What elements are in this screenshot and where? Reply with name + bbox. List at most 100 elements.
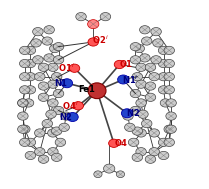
Ellipse shape: [25, 73, 36, 81]
Ellipse shape: [116, 171, 125, 178]
Ellipse shape: [25, 46, 36, 55]
Ellipse shape: [61, 79, 73, 88]
Ellipse shape: [33, 56, 43, 64]
Ellipse shape: [140, 26, 150, 34]
Ellipse shape: [153, 39, 163, 47]
Ellipse shape: [130, 56, 141, 64]
Ellipse shape: [61, 112, 71, 120]
Ellipse shape: [140, 54, 150, 62]
Ellipse shape: [151, 28, 161, 36]
Ellipse shape: [138, 110, 148, 118]
Ellipse shape: [88, 83, 106, 99]
Text: O4: O4: [114, 139, 127, 148]
Text: Fe1: Fe1: [78, 85, 95, 94]
Ellipse shape: [76, 12, 86, 21]
Ellipse shape: [128, 138, 139, 146]
Ellipse shape: [132, 73, 143, 81]
Ellipse shape: [149, 129, 159, 137]
Ellipse shape: [164, 86, 175, 94]
Ellipse shape: [73, 102, 83, 110]
Ellipse shape: [34, 73, 45, 81]
Ellipse shape: [136, 148, 146, 156]
Ellipse shape: [134, 44, 144, 53]
Ellipse shape: [19, 86, 30, 94]
Ellipse shape: [51, 73, 62, 81]
Ellipse shape: [130, 106, 141, 115]
Ellipse shape: [25, 138, 36, 146]
Ellipse shape: [48, 80, 58, 88]
Ellipse shape: [67, 112, 78, 122]
Ellipse shape: [151, 56, 161, 64]
Ellipse shape: [104, 164, 115, 173]
Ellipse shape: [88, 20, 99, 29]
Ellipse shape: [158, 151, 169, 160]
Ellipse shape: [44, 26, 54, 34]
Text: O4$^i$: O4$^i$: [62, 100, 79, 112]
Ellipse shape: [94, 171, 102, 178]
Ellipse shape: [121, 109, 133, 118]
Ellipse shape: [19, 125, 30, 133]
Ellipse shape: [34, 148, 45, 156]
Text: N1: N1: [54, 79, 67, 88]
Ellipse shape: [125, 123, 135, 132]
Ellipse shape: [158, 73, 169, 81]
Ellipse shape: [166, 125, 176, 133]
Ellipse shape: [145, 63, 156, 71]
Text: N2$^i$: N2$^i$: [126, 107, 143, 119]
Ellipse shape: [136, 63, 146, 71]
Ellipse shape: [88, 38, 98, 46]
Ellipse shape: [53, 56, 64, 64]
Ellipse shape: [123, 112, 133, 120]
Ellipse shape: [18, 112, 28, 120]
Ellipse shape: [158, 86, 169, 94]
Ellipse shape: [44, 54, 54, 62]
Ellipse shape: [38, 93, 49, 101]
Ellipse shape: [118, 75, 129, 84]
Ellipse shape: [158, 59, 169, 68]
Ellipse shape: [18, 125, 28, 133]
Ellipse shape: [48, 148, 58, 156]
Ellipse shape: [19, 46, 30, 55]
Ellipse shape: [42, 119, 52, 128]
Ellipse shape: [149, 73, 159, 81]
Ellipse shape: [109, 139, 119, 147]
Ellipse shape: [38, 63, 49, 71]
Ellipse shape: [141, 37, 152, 45]
Ellipse shape: [19, 138, 30, 146]
Text: N1$^i$: N1$^i$: [122, 73, 139, 86]
Ellipse shape: [164, 125, 175, 133]
Ellipse shape: [34, 129, 45, 137]
Ellipse shape: [136, 129, 146, 137]
Ellipse shape: [46, 110, 56, 118]
Ellipse shape: [48, 63, 58, 71]
Ellipse shape: [53, 43, 64, 51]
Ellipse shape: [158, 138, 169, 146]
Ellipse shape: [33, 28, 43, 36]
Text: O1: O1: [120, 60, 132, 69]
Ellipse shape: [25, 59, 36, 68]
Ellipse shape: [69, 64, 80, 72]
Text: N2: N2: [59, 112, 72, 122]
Text: O2$^i$: O2$^i$: [92, 33, 108, 46]
Ellipse shape: [164, 138, 175, 146]
Text: O1$^i$: O1$^i$: [58, 62, 75, 74]
Ellipse shape: [50, 44, 60, 53]
Ellipse shape: [160, 99, 171, 107]
Ellipse shape: [25, 86, 36, 94]
Ellipse shape: [25, 151, 36, 160]
Ellipse shape: [59, 123, 69, 132]
Ellipse shape: [145, 82, 156, 90]
Ellipse shape: [164, 73, 175, 81]
Ellipse shape: [31, 39, 41, 47]
Ellipse shape: [53, 89, 64, 98]
Ellipse shape: [38, 82, 49, 90]
Ellipse shape: [100, 12, 111, 21]
Ellipse shape: [132, 153, 143, 161]
Ellipse shape: [141, 119, 152, 128]
Ellipse shape: [164, 59, 175, 68]
Ellipse shape: [48, 99, 58, 107]
Ellipse shape: [48, 129, 58, 137]
Ellipse shape: [149, 148, 159, 156]
Ellipse shape: [51, 153, 62, 161]
Ellipse shape: [130, 43, 141, 51]
